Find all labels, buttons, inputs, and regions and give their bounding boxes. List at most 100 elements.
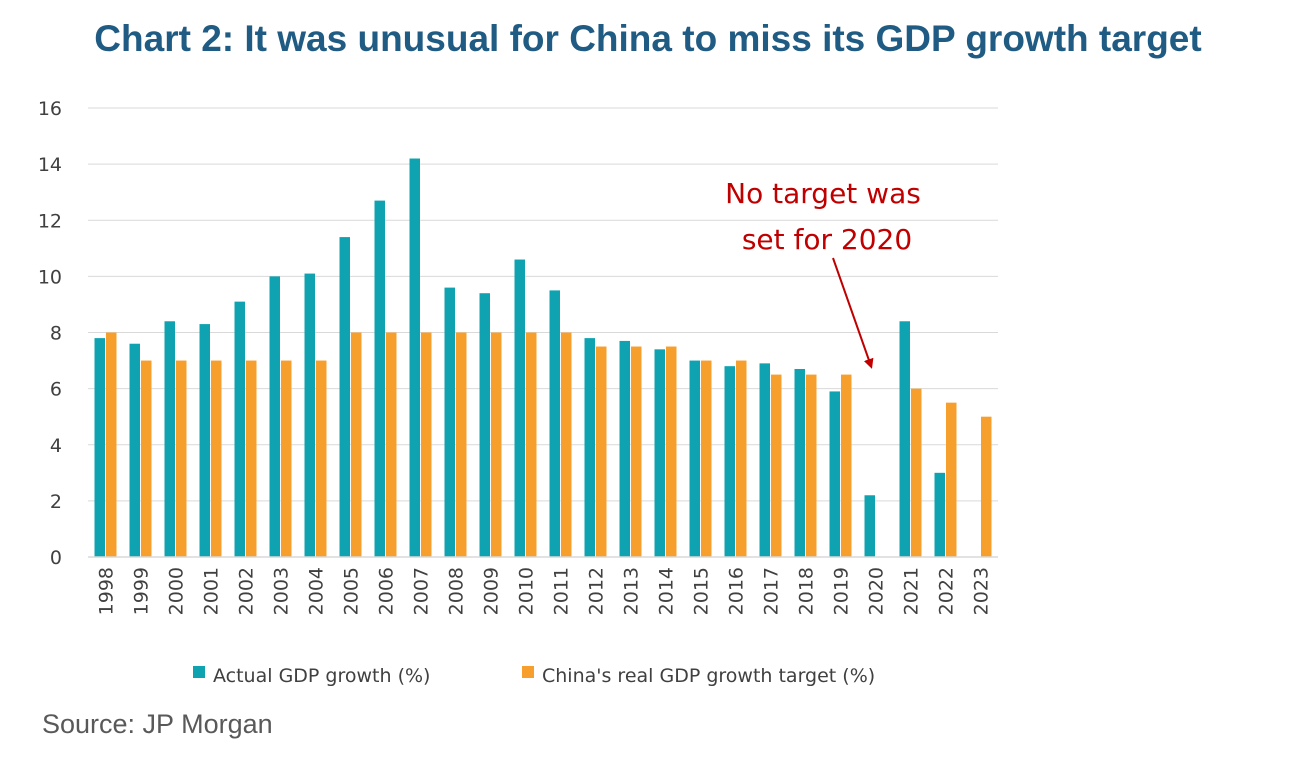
- bar-actual-2018: [794, 368, 805, 557]
- bar-actual-2003: [269, 276, 280, 557]
- bar-actual-2020: [864, 495, 875, 557]
- bar-target-1998: [106, 332, 117, 557]
- bar-actual-2014: [654, 349, 665, 557]
- bar-actual-2009: [479, 293, 490, 557]
- bar-target-2022: [946, 402, 957, 557]
- bar-actual-2011: [549, 290, 560, 557]
- x-tick-label: 1999: [131, 567, 153, 615]
- bar-actual-2002: [234, 301, 245, 557]
- source-note: Source: JP Morgan: [42, 709, 273, 739]
- x-tick-label: 2010: [516, 567, 538, 615]
- bar-target-2006: [386, 332, 397, 557]
- bar-actual-2005: [339, 237, 350, 557]
- bar-actual-2016: [724, 366, 735, 557]
- bar-target-2000: [176, 360, 187, 557]
- bar-actual-2017: [759, 363, 770, 557]
- bar-target-2014: [666, 346, 677, 557]
- annotation-arrow: [832, 257, 874, 369]
- annotation-line-2: set for 2020: [742, 223, 912, 256]
- bar-target-2008: [456, 332, 467, 557]
- legend-swatch-actual: [193, 666, 205, 678]
- x-tick-label: 2007: [411, 567, 433, 615]
- bar-actual-2013: [619, 340, 630, 557]
- legend-label-actual: Actual GDP growth (%): [213, 665, 430, 687]
- bar-target-1999: [141, 360, 152, 557]
- chart-title: Chart 2: It was unusual for China to mis…: [94, 18, 1202, 59]
- y-axis-ticks: 0 2 4 6 8 10 12 14 16: [38, 98, 62, 569]
- gridlines: [88, 107, 998, 502]
- bar-target-2015: [701, 360, 712, 557]
- bar-target-2023: [981, 416, 992, 557]
- bar-target-2003: [281, 360, 292, 557]
- legend: Actual GDP growth (%) China's real GDP g…: [193, 665, 875, 687]
- bar-actual-2008: [444, 287, 455, 557]
- x-tick-label: 2014: [656, 567, 678, 615]
- x-tick-label: 2020: [866, 567, 888, 615]
- x-tick-label: 2002: [236, 567, 258, 615]
- bar-target-2004: [316, 360, 327, 557]
- legend-swatch-target: [522, 666, 534, 678]
- bar-target-2021: [911, 388, 922, 557]
- bar-actual-1999: [129, 343, 140, 557]
- bar-target-2019: [841, 374, 852, 557]
- bar-actual-2019: [829, 391, 840, 557]
- bar-actual-2007: [409, 158, 420, 557]
- x-tick-label: 2012: [586, 567, 608, 615]
- bar-actual-2004: [304, 273, 315, 557]
- y-tick-label: 16: [38, 98, 62, 120]
- y-tick-label: 10: [38, 266, 62, 288]
- x-tick-label: 2001: [201, 567, 223, 615]
- y-tick-label: 14: [38, 154, 62, 176]
- bar-actual-2015: [689, 360, 700, 557]
- bar-actual-2001: [199, 324, 210, 557]
- x-axis-ticks: 1998 1999 2000 2001 2002 2003 2004 2005 2006 2007…: [96, 567, 993, 615]
- bar-actual-1998: [94, 338, 105, 557]
- y-tick-label: 8: [50, 323, 62, 345]
- x-tick-label: 2019: [831, 567, 853, 615]
- bar-target-2016: [736, 360, 747, 557]
- x-tick-label: 2015: [691, 567, 713, 615]
- bar-target-2011: [561, 332, 572, 557]
- legend-label-target: China's real GDP growth target (%): [542, 665, 875, 687]
- x-tick-label: 2006: [376, 567, 398, 615]
- x-tick-label: 2018: [796, 567, 818, 615]
- x-tick-label: 1998: [96, 567, 118, 615]
- bar-actual-2012: [584, 338, 595, 557]
- y-tick-label: 4: [50, 435, 62, 457]
- x-tick-label: 2005: [341, 567, 363, 615]
- x-tick-label: 2021: [901, 567, 923, 615]
- x-tick-label: 2013: [621, 567, 643, 615]
- x-tick-label: 2016: [726, 567, 748, 615]
- x-tick-label: 2009: [481, 567, 503, 615]
- bar-target-2002: [246, 360, 257, 557]
- x-tick-label: 2022: [936, 567, 958, 615]
- bar-actual-2006: [374, 200, 385, 557]
- bar-actual-2000: [164, 321, 175, 557]
- bar-actual-2022: [934, 472, 945, 557]
- x-tick-label: 2004: [306, 567, 328, 615]
- bar-actual-2021: [899, 321, 910, 557]
- bar-actual-2010: [514, 259, 525, 557]
- bar-target-2001: [211, 360, 222, 557]
- bar-target-2012: [596, 346, 607, 557]
- x-tick-label: 2011: [551, 567, 573, 615]
- annotation-line-1: No target was: [725, 177, 921, 210]
- bar-target-2009: [491, 332, 502, 557]
- y-tick-label: 6: [50, 379, 62, 401]
- x-tick-label: 2000: [166, 567, 188, 615]
- bar-target-2010: [526, 332, 537, 557]
- y-tick-label: 2: [50, 491, 62, 513]
- bar-target-2013: [631, 346, 642, 557]
- bar-target-2017: [771, 374, 782, 557]
- y-tick-label: 12: [38, 210, 62, 232]
- x-tick-label: 2008: [446, 567, 468, 615]
- bar-target-2005: [351, 332, 362, 557]
- annotation: No target was set for 2020: [725, 177, 921, 369]
- y-tick-label: 0: [50, 547, 62, 569]
- bar-target-2018: [806, 374, 817, 557]
- x-tick-label: 2003: [271, 567, 293, 615]
- x-tick-label: 2017: [761, 567, 783, 615]
- x-tick-label: 2023: [971, 567, 993, 615]
- bars: [94, 158, 992, 557]
